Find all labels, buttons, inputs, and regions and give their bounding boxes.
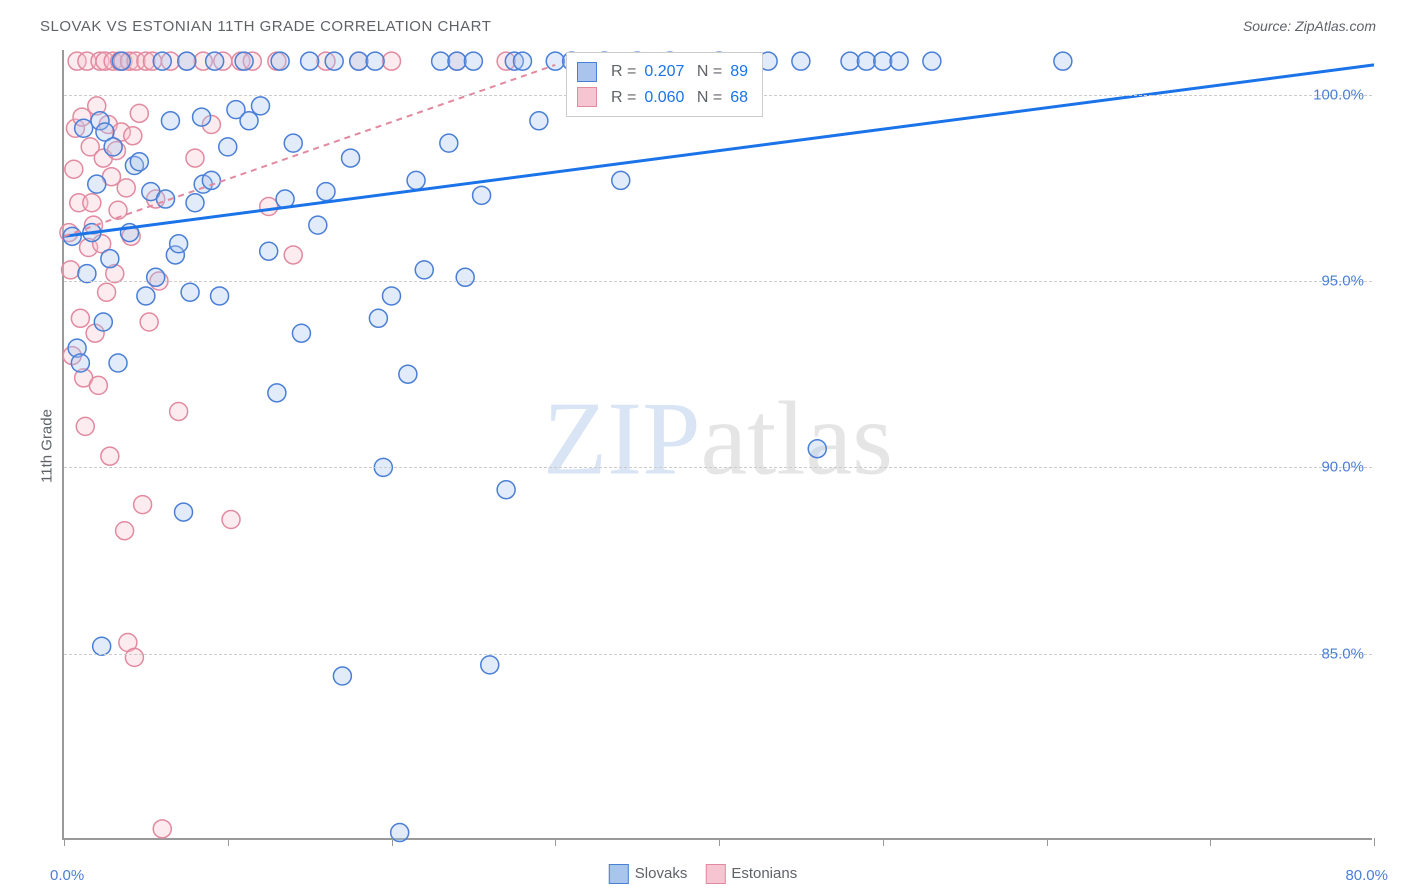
y-axis-label: 11th Grade	[38, 409, 55, 483]
stats-r-estonians: 0.060	[644, 85, 684, 111]
chart-title: SLOVAK VS ESTONIAN 11TH GRADE CORRELATIO…	[40, 18, 491, 35]
stats-row-estonians: R = 0.060 N = 68	[577, 85, 748, 111]
source-label: Source: ZipAtlas.com	[1243, 18, 1376, 34]
stats-r-slovaks: 0.207	[644, 59, 684, 85]
stats-row-slovaks: R = 0.207 N = 89	[577, 59, 748, 85]
legend-item-slovaks: Slovaks	[609, 864, 688, 884]
bottom-legend: Slovaks Estonians	[609, 864, 797, 884]
estonians-label: Estonians	[731, 865, 797, 882]
stats-swatch-slovaks	[577, 62, 597, 82]
x-tick-80: 80.0%	[1345, 867, 1388, 884]
stats-n-label-2: N =	[692, 85, 722, 111]
stats-n-slovaks: 89	[730, 59, 748, 85]
legend-item-estonians: Estonians	[705, 864, 797, 884]
stats-n-label: N =	[692, 59, 722, 85]
slovaks-label: Slovaks	[635, 865, 688, 882]
slovaks-swatch	[609, 864, 629, 884]
stats-legend: R = 0.207 N = 89 R = 0.060 N = 68	[566, 52, 763, 117]
estonians-swatch	[705, 864, 725, 884]
stats-swatch-estonians	[577, 87, 597, 107]
chart-svg	[64, 50, 1372, 838]
stats-r-label-2: R =	[611, 85, 636, 111]
stats-n-estonians: 68	[730, 85, 748, 111]
plot-area: ZIPatlas 85.0%90.0%95.0%100.0%	[62, 50, 1372, 840]
stats-r-label: R =	[611, 59, 636, 85]
x-tick-0: 0.0%	[50, 867, 84, 884]
